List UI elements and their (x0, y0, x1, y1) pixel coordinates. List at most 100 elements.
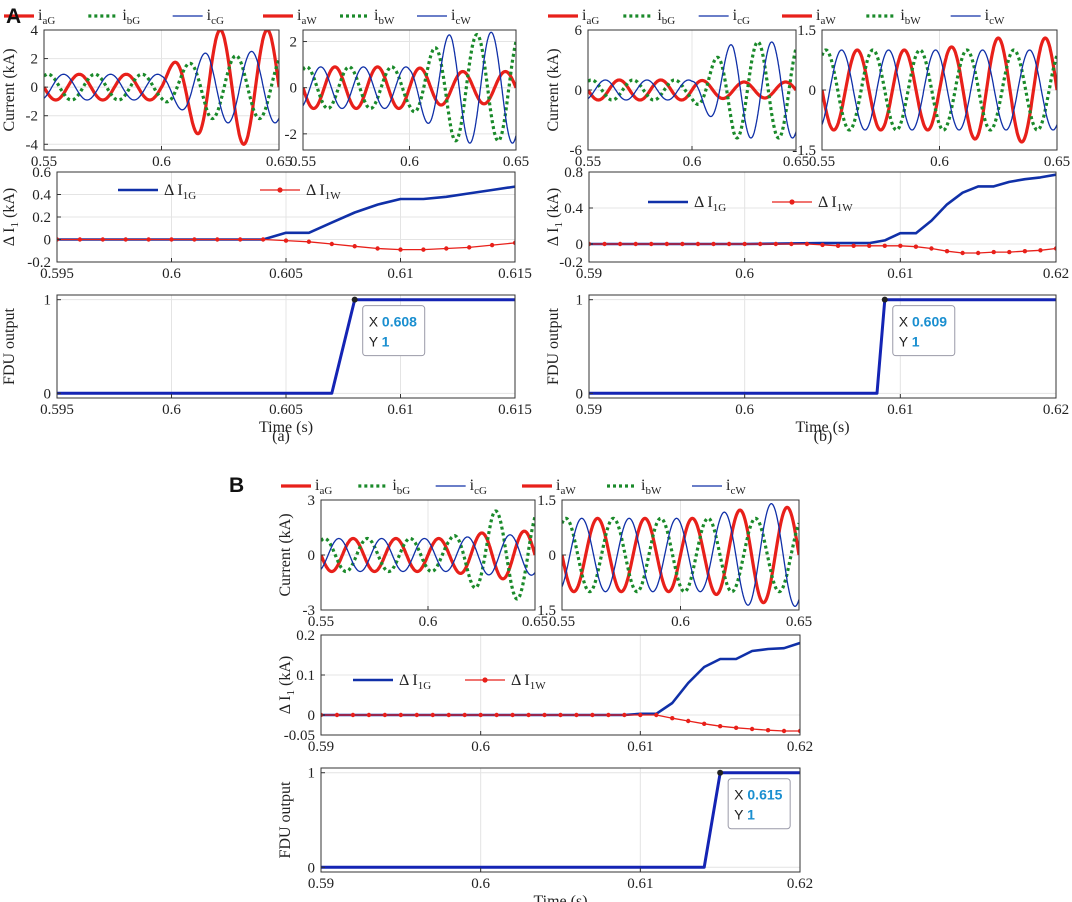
xlabel: Time (s) (533, 893, 587, 902)
chart-B-ig: 0.55 0.6 0.65 -3 0 3 Current (kA) iaG ibG icG (277, 477, 548, 630)
xtick-label: 0.595 (40, 402, 74, 418)
datatip-box (892, 305, 956, 357)
marker-point (512, 240, 515, 246)
marker-point (430, 712, 435, 718)
xtick-label: 0.65 (266, 154, 292, 170)
xtick-label: 0.6 (671, 614, 690, 630)
ytick-label: 0 (308, 708, 316, 724)
datatip-x: X 0.615 (734, 787, 782, 803)
wave-phase-b (822, 48, 1057, 132)
marker-point (574, 712, 579, 718)
ytick-label: 0.1 (296, 668, 315, 684)
xtick-label: 0.6 (735, 402, 754, 418)
ytick-label: -1.5 (792, 143, 816, 159)
xtick-label: 0.59 (308, 876, 334, 892)
plot-series (588, 40, 796, 140)
wave-phase-b (321, 509, 535, 601)
xtick-label: 0.6 (162, 266, 181, 282)
legend-entry: iaW (816, 7, 836, 27)
marker-point (414, 712, 419, 718)
plot-series (321, 509, 535, 601)
wave-phase-a (44, 30, 279, 146)
xtick-label: 0.605 (269, 266, 303, 282)
plot-series (57, 298, 515, 395)
axes-frame (588, 171, 1057, 263)
chart-b-ig: 0.55 0.6 0.65 -6 0 6 Current (kA) iaG ibG icG (545, 7, 809, 170)
xtick-label: 0.6 (735, 266, 754, 282)
marker-point (835, 243, 841, 248)
xtick-label: 0.61 (387, 402, 413, 418)
legend-entry: ibG (392, 477, 410, 497)
ylabel: Current (kA) (1, 48, 18, 131)
plot-series (321, 641, 800, 734)
marker-point (350, 712, 356, 718)
xtick-label: 0.61 (387, 266, 413, 282)
legend-entry: iaG (38, 7, 55, 27)
legend-entry: iaG (315, 477, 332, 497)
datatip-marker (351, 296, 358, 303)
ytick-label: 0 (575, 83, 583, 99)
ylabel: Current (kA) (277, 513, 294, 596)
marker-point (283, 238, 289, 243)
ytick-label: -6 (570, 143, 583, 159)
marker-point (510, 712, 515, 718)
panel-label-B: B (229, 474, 244, 497)
legend-entry: icW (985, 7, 1005, 27)
marker-point (686, 718, 691, 724)
datatip-x: X 0.609 (899, 314, 947, 330)
ytick-label: 0.2 (296, 628, 315, 644)
marker-point (726, 241, 732, 247)
plot-area (321, 768, 800, 872)
ytick-label: 0 (290, 81, 298, 97)
legend-entry: ibW (374, 7, 395, 27)
wave-phase-a (588, 78, 796, 102)
xtick-label: 0.65 (1044, 154, 1070, 170)
ytick-label: 1.5 (537, 603, 556, 619)
marker-point (944, 249, 950, 254)
marker-point (789, 241, 794, 247)
plot-series (44, 30, 279, 146)
marker-point (654, 712, 659, 718)
marker-point (638, 712, 643, 718)
plot-area (321, 635, 800, 735)
ytick-label: 2 (31, 52, 39, 68)
wave-phase-a (321, 529, 535, 581)
wave-phase-c (822, 49, 1057, 131)
datatip-marker (717, 769, 724, 776)
plot-series (589, 298, 1056, 395)
ylabel: Current (kA) (545, 48, 562, 131)
marker-point (820, 242, 825, 248)
ylabel: Δ I1 (kA) (545, 188, 565, 246)
legend-entry: icG (733, 7, 750, 27)
xtick-label: 0.615 (498, 402, 532, 418)
marker-point (398, 247, 403, 252)
chart-b-fdu: 0.59 0.6 0.61 0.62 0 1 FDU output Time (s) X 0.6… (545, 293, 1069, 436)
marker-point (617, 241, 623, 247)
xtick-label: 0.55 (308, 614, 334, 630)
marker-point (749, 726, 755, 732)
ytick-label: 1.5 (537, 493, 556, 509)
ytick-label: 0.6 (32, 165, 51, 181)
xtick-label: 0.61 (627, 876, 653, 892)
series-FDU (321, 771, 800, 869)
marker-point (773, 241, 778, 247)
xtick-label: 0.65 (783, 154, 809, 170)
legend-entry: icW (726, 477, 746, 497)
wave-phase-b (562, 516, 799, 594)
wave-phase-c (303, 31, 516, 144)
series-FDU (57, 298, 515, 395)
plot-series (589, 173, 1056, 256)
plot-area (589, 295, 1056, 398)
datatip-box (362, 305, 426, 357)
marker-point (680, 241, 685, 247)
ytick-label: 4 (31, 23, 39, 39)
caption-b: (b) (814, 428, 833, 445)
axes-frame (320, 767, 801, 873)
xtick-label: 0.55 (575, 154, 601, 170)
xtick-label: 0.59 (576, 402, 602, 418)
xtick-label: 0.65 (786, 614, 812, 630)
ytick-label: 0 (44, 386, 52, 402)
ytick-label: 0 (31, 80, 39, 96)
marker-point (352, 244, 357, 249)
ytick-label: 6 (575, 23, 583, 39)
